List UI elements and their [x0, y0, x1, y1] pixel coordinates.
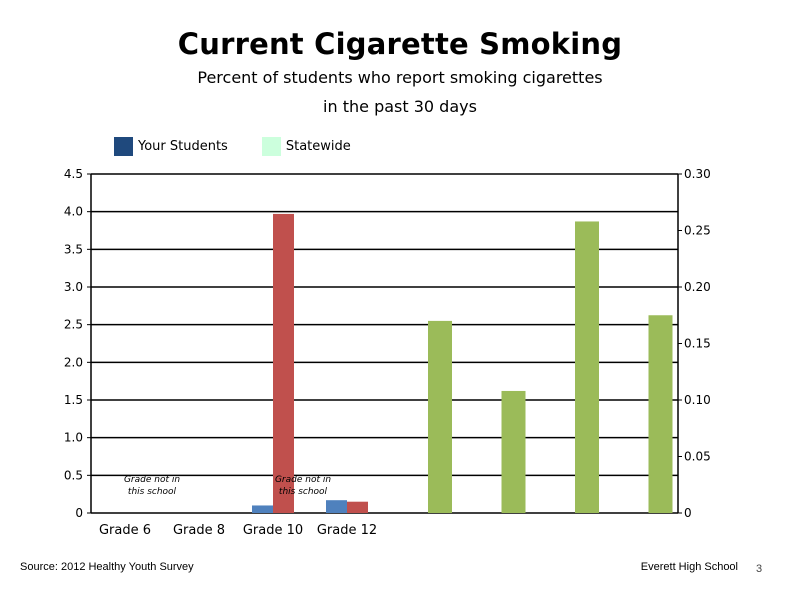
chart-subtitle-line-1: Percent of students who report smoking c… — [197, 68, 603, 87]
source-note: Source: 2012 Healthy Youth Survey — [20, 561, 194, 573]
legend-swatch-your-students — [114, 136, 133, 156]
bar — [252, 505, 273, 513]
bar — [575, 221, 599, 513]
chart-title: Current Cigarette Smoking — [177, 27, 623, 61]
y-tick-label: 3.0 — [64, 280, 83, 294]
y2-tick-label: 0.05 — [684, 450, 711, 464]
legend-item-your-students: Your Students — [114, 136, 228, 156]
y2-tick-label: 0.15 — [684, 337, 711, 351]
legend-label-statewide: Statewide — [285, 138, 351, 154]
annotation-text: Grade not in — [275, 475, 331, 485]
annotation-text: Grade not in — [124, 475, 180, 485]
y-tick-label: 2.0 — [64, 355, 83, 369]
bar — [648, 315, 673, 513]
annotation-text: this school — [128, 487, 177, 497]
page-number: 3 — [756, 563, 763, 575]
y2-tick-label: 0.30 — [684, 167, 711, 181]
chart-legend: Your Students Statewide — [114, 136, 379, 156]
school-name: Everett High School — [640, 561, 738, 573]
legend-item-statewide: Statewide — [261, 136, 351, 156]
y-tick-label: 4.5 — [64, 167, 83, 181]
bar — [326, 500, 347, 513]
y2-tick-label: 0.20 — [684, 280, 711, 294]
y-tick-label: 1.0 — [64, 431, 83, 445]
x-tick-label: Grade 10 — [243, 523, 303, 538]
x-tick-label: Grade 8 — [173, 523, 225, 538]
legend-label-your-students: Your Students — [138, 138, 228, 154]
y2-tick-label: 0.25 — [684, 224, 711, 238]
bar — [501, 390, 526, 513]
bar — [347, 501, 368, 513]
y-tick-label: 2.5 — [64, 318, 83, 332]
y-tick-label: 4.0 — [64, 205, 83, 219]
bar — [273, 213, 294, 513]
x-tick-label: Grade 12 — [317, 523, 377, 538]
annotation-text: this school — [279, 487, 328, 497]
y-tick-label: 0 — [75, 506, 83, 520]
chart-subtitle-line-2: in the past 30 days — [323, 97, 477, 116]
y2-tick-label: 0 — [684, 506, 692, 520]
y2-tick-label: 0.10 — [684, 393, 711, 407]
x-tick-label: Grade 6 — [99, 523, 151, 538]
bar — [428, 320, 452, 513]
y-tick-label: 1.5 — [64, 393, 83, 407]
y-tick-label: 3.5 — [64, 242, 83, 256]
y-tick-label: 0.5 — [64, 468, 83, 482]
legend-swatch-statewide — [261, 136, 281, 156]
